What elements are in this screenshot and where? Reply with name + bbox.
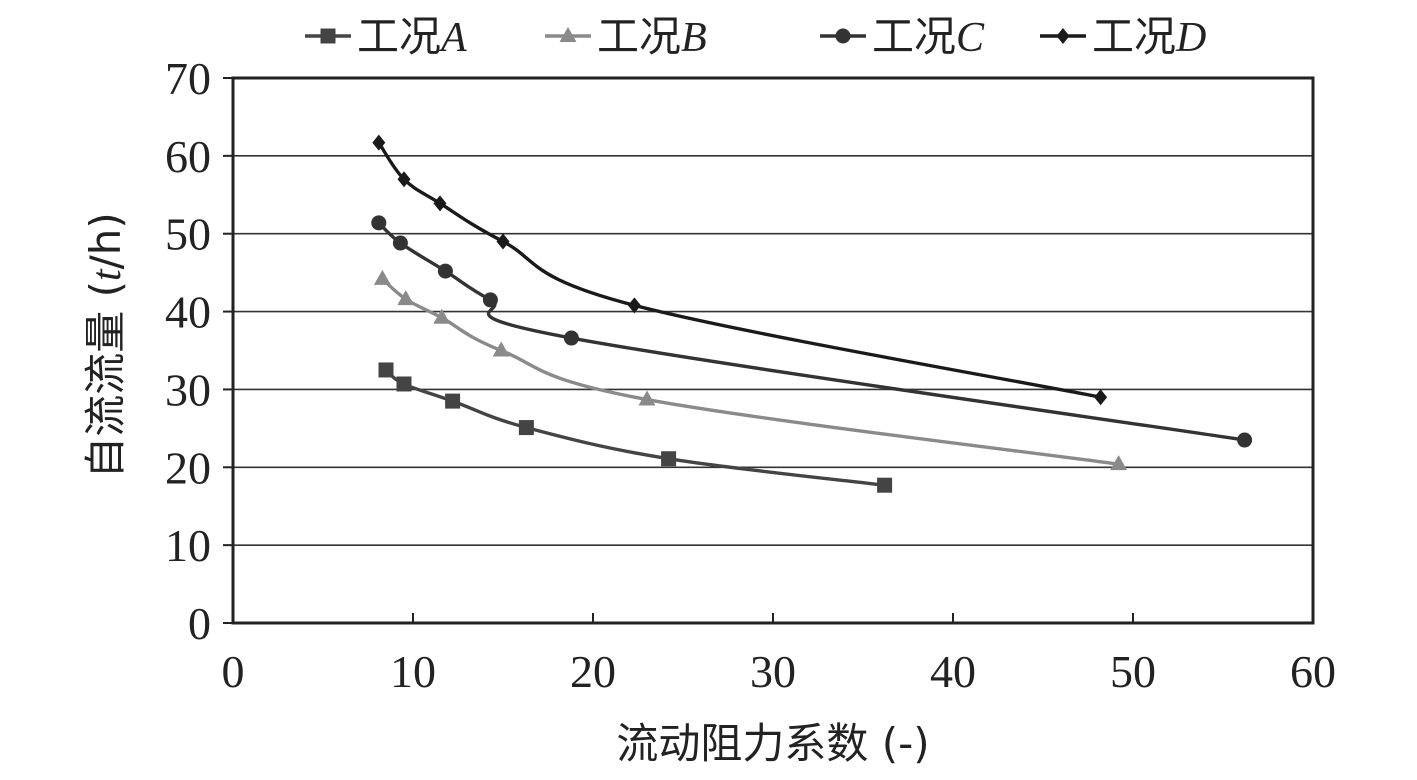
plot-area <box>231 76 1315 625</box>
series-b <box>373 269 1128 471</box>
data-point <box>482 292 498 308</box>
data-point <box>397 290 415 306</box>
data-point <box>563 330 579 346</box>
data-point <box>1094 389 1108 406</box>
series-d <box>372 134 1108 406</box>
legend-item-a: 工况A <box>305 12 467 61</box>
x-tick-label: 40 <box>930 646 976 697</box>
data-point <box>433 195 447 212</box>
data-point <box>433 308 451 324</box>
data-point <box>492 341 510 357</box>
y-axis-ticks: 0 10 20 30 40 50 60 70 <box>165 53 233 649</box>
x-tick-label: 30 <box>750 646 796 697</box>
series-line <box>377 141 1101 399</box>
series-c <box>371 215 1253 448</box>
x-axis-ticks: 0 10 20 30 40 50 60 <box>222 613 1336 697</box>
x-tick-label: 50 <box>1110 646 1156 697</box>
legend-item-d: 工况D <box>1040 12 1206 61</box>
legend: 工况A 工况B 工况C 工况D <box>305 12 1206 61</box>
y-tick-label: 30 <box>165 364 211 415</box>
legend-item-c: 工况C <box>820 12 985 61</box>
legend-label: 工况B <box>597 12 707 61</box>
data-point <box>397 171 411 188</box>
x-tick-label: 10 <box>390 646 436 697</box>
y-tick-label: 0 <box>188 598 211 649</box>
data-point <box>373 269 391 285</box>
data-point <box>372 134 386 151</box>
y-tick-label: 40 <box>165 287 211 338</box>
data-point <box>437 263 453 279</box>
data-point <box>1110 455 1128 471</box>
legend-marker <box>320 28 336 44</box>
x-tick-label: 60 <box>1290 646 1336 697</box>
x-axis-title: 流动阻力系数 (-) <box>616 719 929 768</box>
data-point <box>392 235 408 251</box>
y-tick-label: 10 <box>165 520 211 571</box>
y-tick-label: 60 <box>165 131 211 182</box>
y-tick-label: 50 <box>165 209 211 260</box>
data-point <box>638 390 656 406</box>
data-point <box>371 215 387 231</box>
data-point <box>1237 432 1253 448</box>
data-point <box>445 393 461 409</box>
series-line <box>377 221 1245 442</box>
legend-marker <box>1056 28 1070 44</box>
grid-lines <box>233 155 1313 546</box>
x-tick-label: 20 <box>570 646 616 697</box>
y-tick-label: 20 <box>165 442 211 493</box>
data-point <box>877 477 893 493</box>
data-point <box>496 233 510 250</box>
data-point <box>396 376 412 392</box>
legend-label: 工况D <box>1092 12 1206 61</box>
data-point <box>378 362 394 378</box>
series-group <box>371 134 1253 493</box>
data-point <box>627 297 641 314</box>
legend-item-b: 工况B <box>545 12 707 61</box>
data-point <box>518 420 534 436</box>
y-tick-label: 70 <box>165 53 211 104</box>
legend-marker <box>559 27 577 42</box>
legend-label: 工况C <box>872 12 985 61</box>
legend-marker <box>835 28 851 44</box>
series-a <box>378 362 893 493</box>
x-tick-label: 0 <box>222 646 245 697</box>
y-axis-title: 自流流量 (t/h) <box>81 212 130 479</box>
y-axis-title-text: 自流流量 (t/h) <box>81 212 130 479</box>
legend-label: 工况A <box>357 12 467 61</box>
data-point <box>661 451 677 467</box>
